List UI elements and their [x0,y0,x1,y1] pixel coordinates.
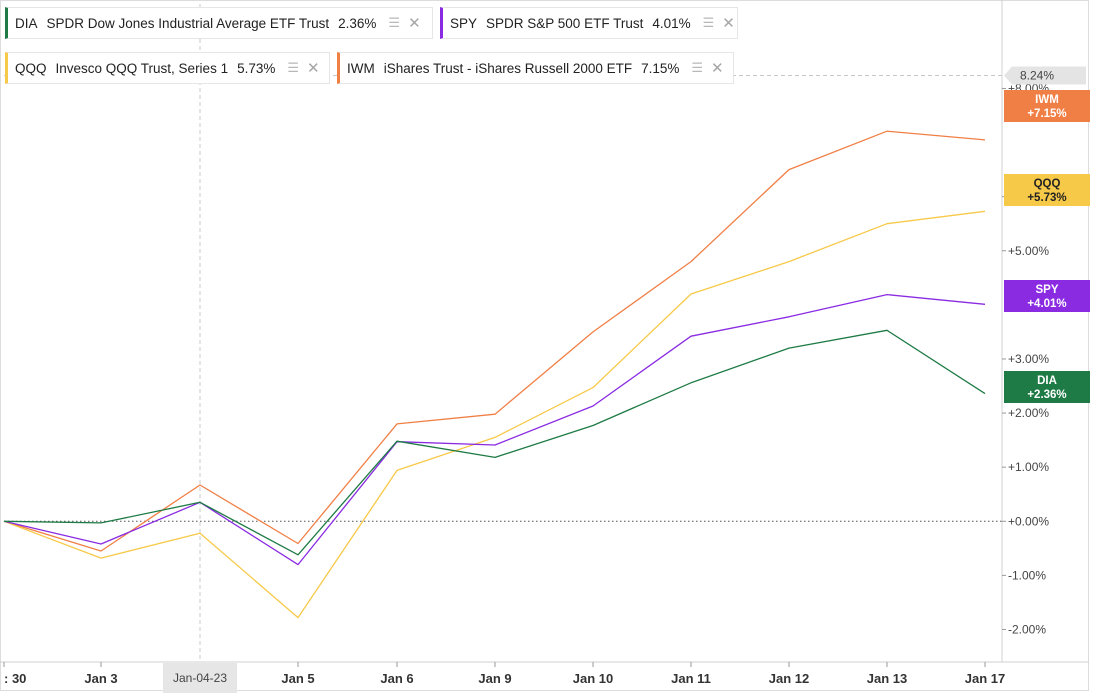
end-tag-value: +4.01% [1027,298,1066,310]
series-line-qqq [3,210,986,619]
legend-item-dia[interactable]: DIA SPDR Dow Jones Industrial Average ET… [5,7,433,39]
legend-fund-name: iShares Trust - iShares Russell 2000 ETF [383,60,633,76]
x-tick-label: Jan 6 [380,671,413,686]
legend-change: 4.01% [652,15,691,31]
series-line-dia [3,329,986,556]
legend-symbol: SPY [450,15,478,31]
legend-change: 5.73% [237,60,276,76]
legend-symbol: IWM [347,60,375,76]
x-tick-label: Jan 12 [769,671,809,686]
end-tag-spy [1004,280,1090,312]
legend-change: 7.15% [641,60,680,76]
end-tag-value: +2.36% [1027,389,1066,401]
end-tag-symbol: QQQ [1034,178,1061,190]
x-tick-label: Jan 5 [281,671,314,686]
series-line-iwm [3,130,986,552]
end-tag-symbol: SPY [1035,284,1058,296]
end-tag-symbol: IWM [1035,94,1059,106]
x-tick-label: Jan 11 [671,671,711,686]
legend-change: 2.36% [338,15,377,31]
end-tag-value: +5.73% [1027,192,1066,204]
y-tick-label: +2.00% [1008,406,1049,420]
crosshair-x-readout [163,663,237,693]
crosshair-y-label: 8.24% [1020,68,1054,82]
legend-item-iwm[interactable]: IWM iShares Trust - iShares Russell 2000… [337,52,734,84]
chart-settings-icon[interactable]: ☰ [287,60,300,75]
x-tick-label: Jan 17 [965,671,1005,686]
chart-settings-icon[interactable]: ☰ [388,15,401,30]
chart-settings-icon[interactable]: ☰ [691,60,704,75]
x-tick-label: Jan 10 [573,671,613,686]
remove-series-icon[interactable]: ✕ [408,14,421,32]
x-tick-label: Jan 3 [84,671,117,686]
remove-series-icon[interactable]: ✕ [307,59,320,77]
legend-item-qqq[interactable]: QQQ Invesco QQQ Trust, Series 1 5.73% ☰ … [5,52,330,84]
end-tag-iwm [1004,90,1090,122]
y-tick-label: +1.00% [1008,460,1049,474]
series-line-spy [3,293,986,566]
remove-series-icon[interactable]: ✕ [711,59,724,77]
y-tick-label: +0.00% [1008,514,1049,528]
legend-fund-name: SPDR S&P 500 ETF Trust [486,15,644,31]
end-tag-dia [1004,371,1090,403]
legend-symbol: DIA [15,15,38,31]
legend-fund-name: SPDR Dow Jones Industrial Average ETF Tr… [46,15,330,31]
legend-item-spy[interactable]: SPY SPDR S&P 500 ETF Trust 4.01% ☰ ✕ [440,7,738,39]
end-tag-value: +7.15% [1027,108,1066,120]
x-tick-label: Jan 13 [867,671,907,686]
remove-series-icon[interactable]: ✕ [722,14,735,32]
end-tag-symbol: DIA [1037,375,1057,387]
end-tag-qqq [1004,174,1090,206]
legend-fund-name: Invesco QQQ Trust, Series 1 [55,60,229,76]
crosshair-x-label: Jan-04-23 [173,671,227,685]
x-tick-label: : 30 [4,671,26,686]
crosshair-y-readout [1004,66,1086,85]
chart-settings-icon[interactable]: ☰ [702,15,715,30]
y-tick-label: +3.00% [1008,352,1049,366]
legend-symbol: QQQ [15,60,47,76]
y-tick-label: -1.00% [1008,568,1046,582]
y-tick-label: -2.00% [1008,622,1046,636]
y-tick-label: +5.00% [1008,244,1049,258]
x-tick-label: Jan 9 [478,671,511,686]
